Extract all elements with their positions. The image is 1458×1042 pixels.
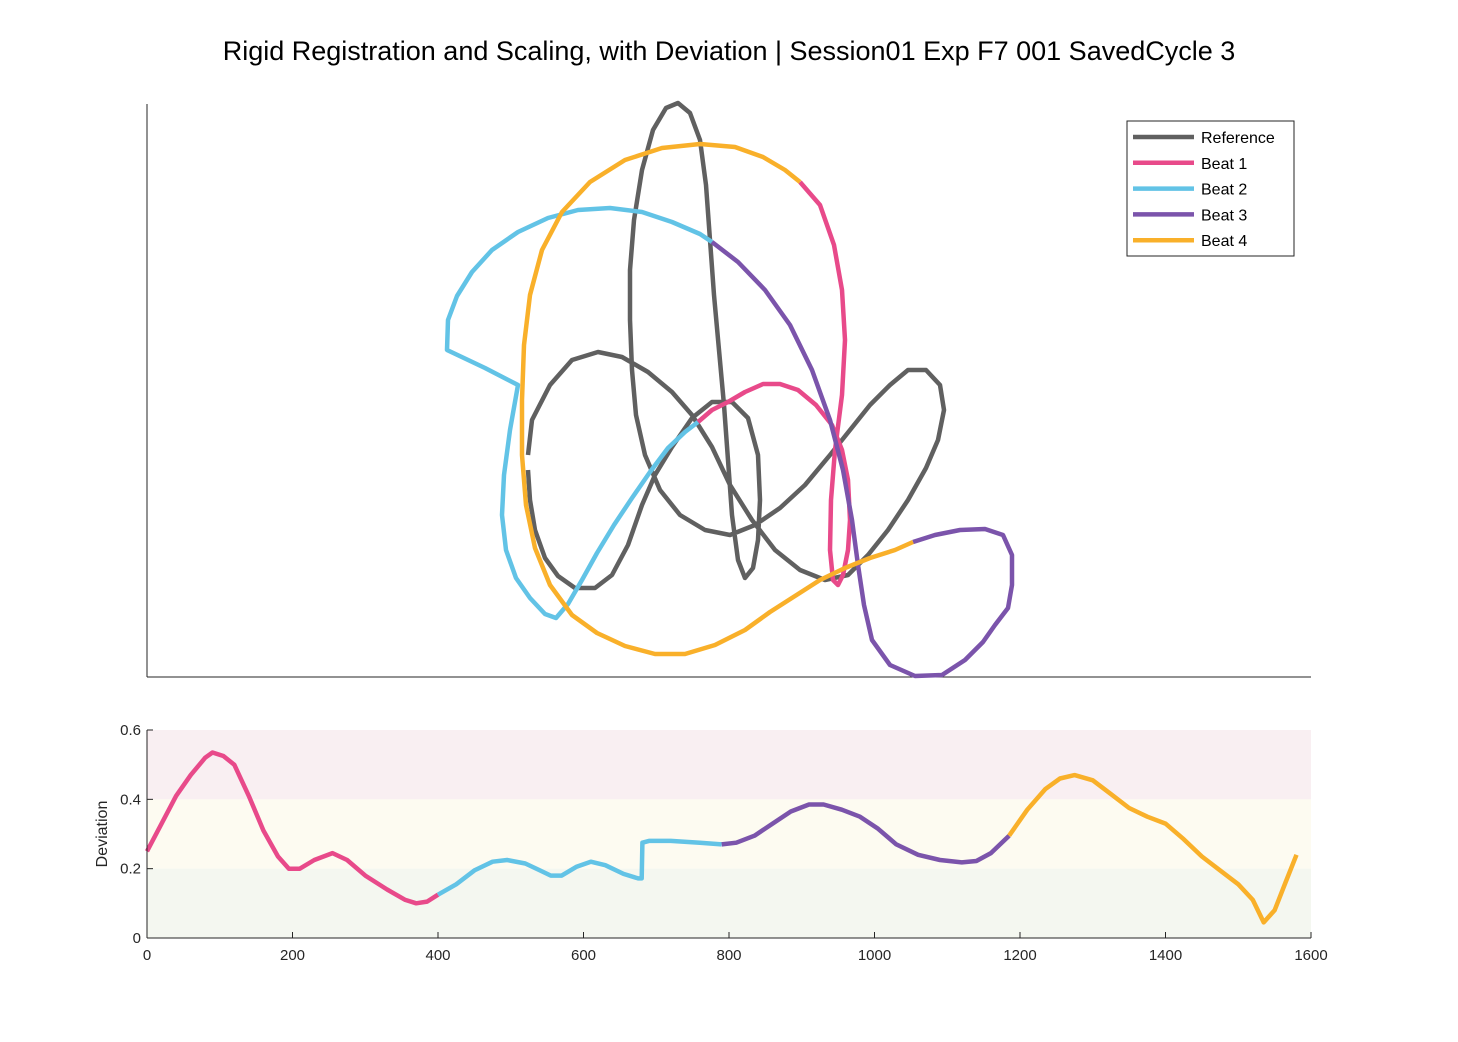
x-tick-label: 0 <box>143 947 151 964</box>
legend-label-beat-3: Beat 3 <box>1201 207 1247 224</box>
x-tick-label: 1400 <box>1149 947 1182 964</box>
figure-title: Rigid Registration and Scaling, with Dev… <box>223 36 1236 66</box>
x-tick-label: 200 <box>280 947 305 964</box>
deviation-band-2 <box>147 868 1311 938</box>
deviation-line-beat-3 <box>721 802 1011 865</box>
y-tick-label: 0 <box>133 930 141 947</box>
legend-label-beat-2: Beat 2 <box>1201 182 1247 199</box>
trajectory-panel: Reference Beat 1 Beat 2 Beat 3 Beat 4 <box>146 100 1311 679</box>
x-tick-label: 600 <box>571 947 596 964</box>
x-tick-label: 800 <box>716 947 741 964</box>
x-tick-label: 400 <box>425 947 450 964</box>
deviation-y-axis-label: Deviation <box>94 801 111 868</box>
trajectory-line-beat-3 <box>710 240 1015 679</box>
legend-label-reference: Reference <box>1201 130 1275 147</box>
y-tick-label: 0.2 <box>120 861 141 878</box>
x-tick-label: 1600 <box>1294 947 1327 964</box>
trajectory-line-beat-2 <box>444 205 714 621</box>
trajectory-line-reference <box>525 100 947 591</box>
y-tick-label: 0.4 <box>120 791 141 808</box>
legend-box <box>1126 120 1295 257</box>
deviation-lines <box>145 750 1299 925</box>
trajectory-line-beat-4 <box>519 141 914 657</box>
deviation-band-0 <box>147 730 1311 800</box>
legend-label-beat-4: Beat 4 <box>1201 233 1247 250</box>
deviation-line-beat-1 <box>145 750 440 906</box>
trajectory-line-beat-1 <box>696 180 853 588</box>
deviation-line-beat-4 <box>1007 772 1299 925</box>
legend: Reference Beat 1 Beat 2 Beat 3 Beat 4 <box>1126 120 1295 257</box>
deviation-bands <box>147 730 1311 938</box>
legend-label-beat-1: Beat 1 <box>1201 156 1247 173</box>
deviation-axes: 0 200 400 600 800 1000 1200 1400 1600 0 0.2 0.4 0.6 <box>120 722 1328 964</box>
deviation-line-beat-2 <box>436 838 722 897</box>
x-tick-label: 1000 <box>858 947 891 964</box>
y-tick-label: 0.6 <box>120 722 141 739</box>
trajectory-axes <box>146 104 1311 678</box>
trajectory-lines <box>444 100 1015 679</box>
x-tick-label: 1200 <box>1003 947 1036 964</box>
deviation-panel: 0 200 400 600 800 1000 1200 1400 160000.20.40.6 … <box>94 722 1328 964</box>
